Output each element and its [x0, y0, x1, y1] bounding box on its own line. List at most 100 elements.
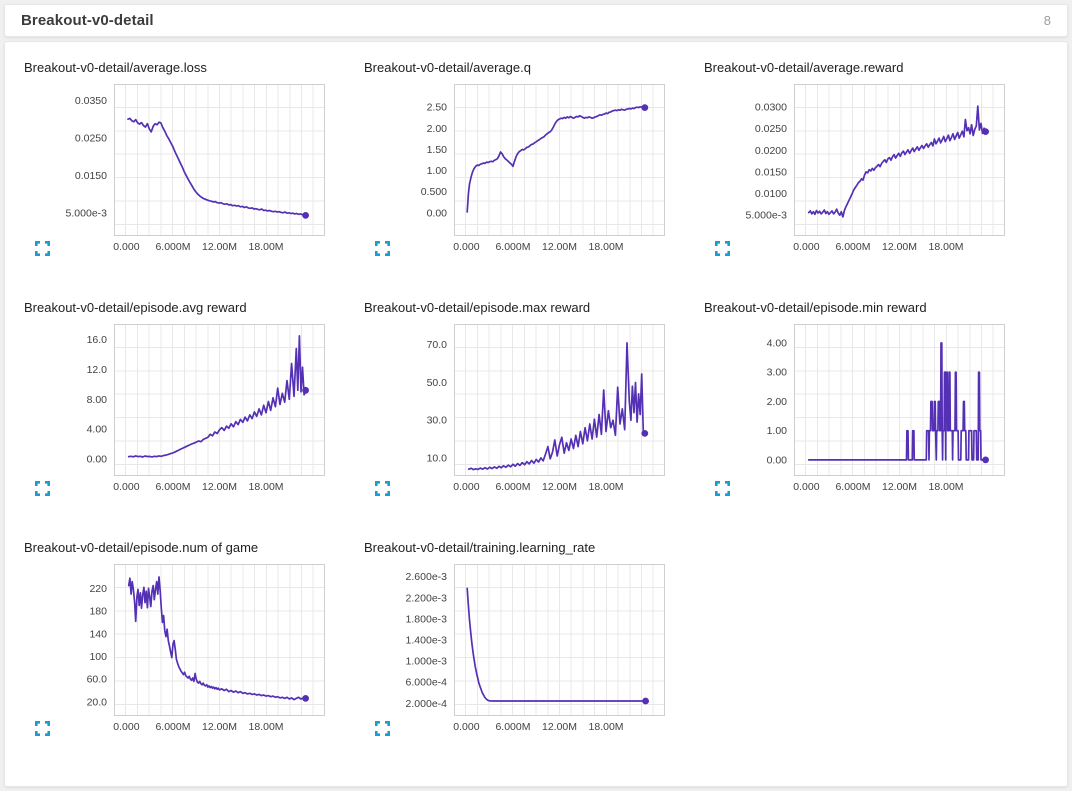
- charts-grid: Breakout-v0-detail/average.loss 0.0350 0.…: [11, 54, 1061, 774]
- svg-text:6.000M: 6.000M: [495, 241, 530, 253]
- svg-text:16.0: 16.0: [87, 334, 108, 346]
- svg-text:12.00M: 12.00M: [202, 721, 237, 733]
- chart-card-episode-avg-reward: Breakout-v0-detail/episode.avg reward 16…: [11, 294, 351, 534]
- chart-card-episode-min-reward: Breakout-v0-detail/episode.min reward 4.…: [691, 294, 1031, 534]
- svg-text:2.50: 2.50: [427, 102, 448, 114]
- svg-text:20.0: 20.0: [87, 696, 108, 708]
- svg-text:18.00M: 18.00M: [589, 721, 624, 733]
- charts-panel: Breakout-v0-detail/average.loss 0.0350 0.…: [4, 41, 1068, 787]
- expand-icon[interactable]: [715, 481, 731, 497]
- svg-text:6.000M: 6.000M: [155, 241, 190, 253]
- expand-icon[interactable]: [375, 481, 391, 497]
- svg-text:12.00M: 12.00M: [542, 481, 577, 493]
- svg-text:0.0100: 0.0100: [755, 188, 787, 200]
- expand-icon[interactable]: [35, 241, 51, 257]
- svg-text:1.00: 1.00: [427, 165, 448, 177]
- chart-card-average-loss: Breakout-v0-detail/average.loss 0.0350 0.…: [11, 54, 351, 294]
- line-chart-episode-max-reward[interactable]: 70.0 50.0 30.0 10.0 0.000 6.000M 12.00M 18.00M: [364, 322, 671, 498]
- svg-text:18.00M: 18.00M: [249, 721, 284, 733]
- svg-text:12.00M: 12.00M: [882, 481, 917, 493]
- svg-text:0.00: 0.00: [767, 454, 788, 466]
- svg-text:50.0: 50.0: [427, 377, 448, 389]
- chart-title: Breakout-v0-detail/episode.avg reward: [24, 300, 247, 315]
- chart-title: Breakout-v0-detail/episode.num of game: [24, 540, 259, 555]
- svg-text:0.0350: 0.0350: [75, 95, 107, 107]
- svg-text:0.000: 0.000: [453, 481, 479, 493]
- chart-title: Breakout-v0-detail/average.loss: [24, 60, 207, 75]
- svg-text:12.0: 12.0: [87, 364, 108, 376]
- svg-text:0.000: 0.000: [453, 721, 479, 733]
- line-chart-average-loss[interactable]: 0.0350 0.0250 0.0150 5.000e-3 0.000 6.000M 12.…: [24, 82, 331, 258]
- svg-text:12.00M: 12.00M: [542, 241, 577, 253]
- svg-text:60.0: 60.0: [87, 674, 108, 686]
- chart-title: Breakout-v0-detail/episode.max reward: [364, 300, 591, 315]
- line-chart-episode-min-reward[interactable]: 4.00 3.00 2.00 1.00 0.00 0.000 6.000M 12.00M 18.…: [704, 322, 1011, 498]
- chart-card-training-learning-rate: Breakout-v0-detail/training.learning_rat…: [351, 534, 691, 774]
- chart-card-average-q: Breakout-v0-detail/average.q 2.50 2.00 1.5…: [351, 54, 691, 294]
- svg-text:1.000e-3: 1.000e-3: [406, 656, 448, 668]
- chart-card-episode-max-reward: Breakout-v0-detail/episode.max reward 70…: [351, 294, 691, 534]
- svg-text:2.00: 2.00: [767, 396, 788, 408]
- svg-text:6.000M: 6.000M: [835, 241, 870, 253]
- svg-text:3.00: 3.00: [767, 367, 788, 379]
- svg-text:1.50: 1.50: [427, 144, 448, 156]
- svg-text:12.00M: 12.00M: [202, 241, 237, 253]
- svg-text:6.000M: 6.000M: [495, 721, 530, 733]
- svg-text:12.00M: 12.00M: [882, 241, 917, 253]
- svg-text:8.00: 8.00: [87, 394, 108, 406]
- svg-text:18.00M: 18.00M: [589, 241, 624, 253]
- svg-text:0.000: 0.000: [113, 721, 139, 733]
- svg-text:4.00: 4.00: [87, 424, 108, 436]
- svg-text:0.000: 0.000: [113, 481, 139, 493]
- svg-text:5.000e-3: 5.000e-3: [746, 210, 788, 222]
- chart-card-episode-num-of-game: Breakout-v0-detail/episode.num of game 2…: [11, 534, 351, 774]
- svg-text:0.0300: 0.0300: [755, 101, 787, 113]
- svg-text:10.0: 10.0: [427, 452, 448, 464]
- svg-text:12.00M: 12.00M: [202, 481, 237, 493]
- svg-text:0.0250: 0.0250: [755, 123, 787, 135]
- svg-text:2.000e-4: 2.000e-4: [406, 698, 448, 710]
- line-chart-average-reward[interactable]: 0.0300 0.0250 0.0200 0.0150 0.0100 5.000e-3 0.…: [704, 82, 1011, 258]
- svg-text:6.000M: 6.000M: [835, 481, 870, 493]
- svg-text:1.400e-3: 1.400e-3: [406, 635, 448, 647]
- svg-text:0.000: 0.000: [113, 241, 139, 253]
- expand-icon[interactable]: [715, 241, 731, 257]
- svg-text:18.00M: 18.00M: [249, 481, 284, 493]
- chart-title: Breakout-v0-detail/average.q: [364, 60, 531, 75]
- svg-text:18.00M: 18.00M: [929, 241, 964, 253]
- expand-icon[interactable]: [35, 481, 51, 497]
- svg-text:1.00: 1.00: [767, 425, 788, 437]
- svg-text:100: 100: [89, 651, 107, 663]
- svg-text:6.000M: 6.000M: [155, 481, 190, 493]
- svg-text:2.200e-3: 2.200e-3: [406, 592, 448, 604]
- category-header[interactable]: Breakout-v0-detail 8: [4, 4, 1068, 37]
- svg-text:0.0200: 0.0200: [755, 145, 787, 157]
- svg-text:0.000: 0.000: [793, 481, 819, 493]
- chart-count-badge: 8: [1043, 13, 1051, 28]
- svg-text:6.000e-4: 6.000e-4: [406, 677, 448, 689]
- svg-text:18.00M: 18.00M: [929, 481, 964, 493]
- line-chart-episode-num-of-game[interactable]: 220 180 140 100 60.0 20.0 0.000 6.000M 12.00M 18.…: [24, 562, 331, 738]
- svg-text:0.0150: 0.0150: [755, 166, 787, 178]
- chart-title: Breakout-v0-detail/training.learning_rat…: [364, 540, 596, 555]
- line-chart-average-q[interactable]: 2.50 2.00 1.50 1.00 0.500 0.00 0.000 6.000M 12.0…: [364, 82, 671, 258]
- expand-icon[interactable]: [375, 241, 391, 257]
- line-chart-episode-avg-reward[interactable]: 16.0 12.0 8.00 4.00 0.00 0.000 6.000M 12.00M 18.…: [24, 322, 331, 498]
- svg-text:2.600e-3: 2.600e-3: [406, 571, 448, 583]
- svg-text:1.800e-3: 1.800e-3: [406, 613, 448, 625]
- svg-text:140: 140: [89, 628, 107, 640]
- svg-text:4.00: 4.00: [767, 338, 788, 350]
- svg-text:30.0: 30.0: [427, 415, 448, 427]
- expand-icon[interactable]: [35, 721, 51, 737]
- svg-text:0.500: 0.500: [421, 186, 447, 198]
- chart-card-average-reward: Breakout-v0-detail/average.reward 0.0300…: [691, 54, 1031, 294]
- chart-title: Breakout-v0-detail/episode.min reward: [704, 300, 927, 315]
- chart-title: Breakout-v0-detail/average.reward: [704, 60, 904, 75]
- category-title: Breakout-v0-detail: [21, 12, 154, 29]
- expand-icon[interactable]: [375, 721, 391, 737]
- svg-text:18.00M: 18.00M: [249, 241, 284, 253]
- line-chart-training-learning-rate[interactable]: 2.600e-3 2.200e-3 1.800e-3 1.400e-3 1.000e-3…: [364, 562, 671, 738]
- svg-text:0.000: 0.000: [453, 241, 479, 253]
- svg-text:0.0250: 0.0250: [75, 132, 107, 144]
- svg-text:18.00M: 18.00M: [589, 481, 624, 493]
